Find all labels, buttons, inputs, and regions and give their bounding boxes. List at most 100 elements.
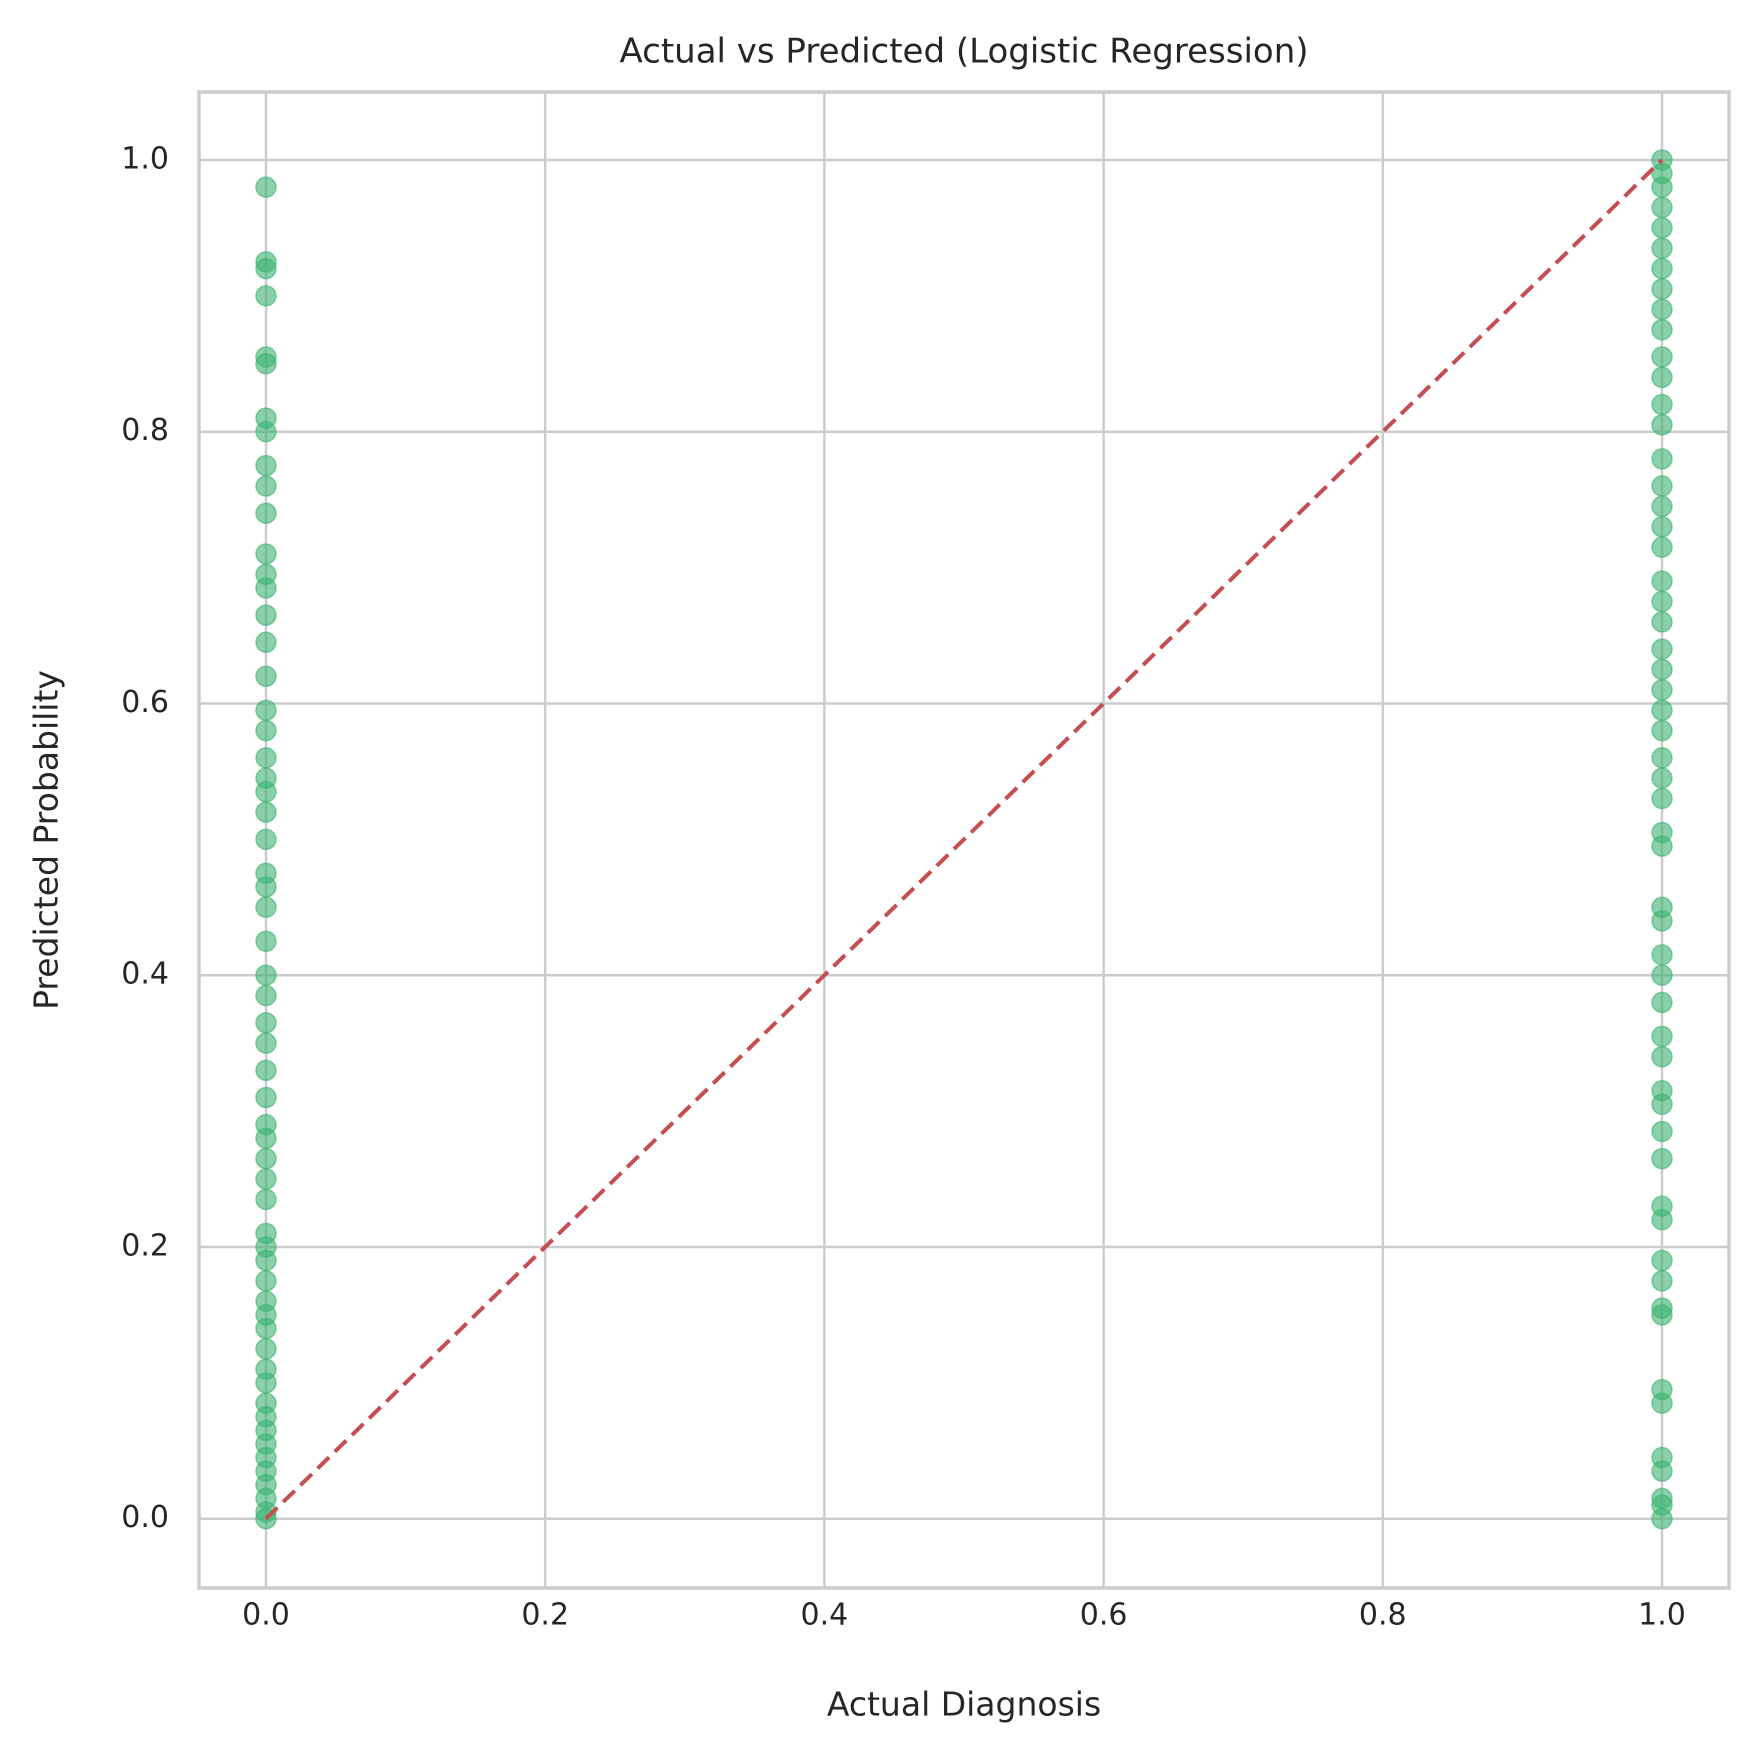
x-axis-label: Actual Diagnosis — [827, 1685, 1101, 1724]
point — [255, 475, 277, 497]
point — [255, 801, 277, 823]
point — [1651, 835, 1673, 857]
point — [255, 896, 277, 919]
point — [1651, 366, 1673, 389]
point — [255, 781, 277, 803]
point — [1651, 1120, 1673, 1143]
point — [255, 719, 277, 742]
point — [1651, 448, 1673, 470]
point — [1651, 346, 1673, 368]
point — [255, 1372, 277, 1394]
point — [1651, 590, 1673, 613]
x-tick-label: 0.4 — [801, 1598, 849, 1633]
point — [1651, 1249, 1673, 1272]
point — [1651, 1045, 1673, 1068]
y-tick-label: 0.0 — [121, 1500, 169, 1535]
point — [255, 454, 277, 477]
point — [1651, 298, 1673, 321]
point — [1651, 638, 1673, 660]
point — [1651, 257, 1673, 280]
point — [1651, 495, 1673, 518]
point — [255, 747, 277, 769]
x-tick-label: 1.0 — [1638, 1598, 1686, 1633]
point — [255, 257, 277, 280]
point — [255, 665, 277, 688]
point — [1651, 1392, 1673, 1414]
point — [1651, 414, 1673, 436]
point — [1651, 176, 1673, 198]
point — [1651, 787, 1673, 810]
point — [255, 1127, 277, 1149]
point — [255, 1270, 277, 1292]
point — [255, 1012, 277, 1034]
point — [255, 930, 277, 952]
point — [255, 176, 277, 198]
reference-line — [264, 158, 1664, 1521]
point — [255, 1249, 277, 1272]
point — [255, 604, 277, 626]
point — [1651, 658, 1673, 681]
point — [255, 1059, 277, 1082]
point — [255, 543, 277, 565]
point — [1651, 1025, 1673, 1048]
point — [255, 984, 277, 1007]
point — [1651, 516, 1673, 538]
point — [1651, 944, 1673, 966]
point — [1651, 699, 1673, 721]
point — [1651, 991, 1673, 1014]
point — [1651, 536, 1673, 558]
point — [255, 1168, 277, 1190]
x-tick-label: 0.8 — [1359, 1598, 1407, 1633]
chart-title: Actual vs Predicted (Logistic Regression… — [619, 32, 1308, 72]
point — [255, 420, 277, 443]
point — [1651, 217, 1673, 239]
point — [1651, 1270, 1673, 1292]
plot-frame — [197, 90, 1731, 1590]
point — [255, 1338, 277, 1360]
point — [255, 577, 277, 599]
point — [1651, 1209, 1673, 1231]
point — [1651, 393, 1673, 416]
point — [1651, 278, 1673, 300]
point — [1651, 237, 1673, 260]
point — [1651, 196, 1673, 219]
point — [1651, 1507, 1673, 1530]
x-tick-label: 0.2 — [521, 1598, 569, 1633]
point — [255, 1317, 277, 1340]
point — [1651, 475, 1673, 497]
y-tick-label: 0.8 — [121, 413, 169, 448]
point — [1651, 1147, 1673, 1170]
point — [255, 1032, 277, 1054]
point — [1651, 319, 1673, 341]
point — [255, 1188, 277, 1211]
point — [255, 828, 277, 851]
point — [255, 876, 277, 898]
point — [1651, 719, 1673, 742]
point — [1651, 1304, 1673, 1326]
point — [1651, 1460, 1673, 1482]
point — [1651, 910, 1673, 932]
y-tick-label: 1.0 — [121, 141, 169, 176]
y-axis-label: Predicted Probability — [27, 670, 66, 1010]
point — [1651, 964, 1673, 986]
point — [255, 964, 277, 986]
point — [1651, 679, 1673, 701]
x-tick-label: 0.0 — [242, 1598, 290, 1633]
point — [255, 285, 277, 307]
y-tick-label: 0.4 — [121, 957, 169, 992]
point — [255, 699, 277, 721]
point — [1651, 570, 1673, 592]
point — [255, 1147, 277, 1170]
x-tick-label: 0.6 — [1080, 1598, 1128, 1633]
y-tick-label: 0.6 — [121, 685, 169, 720]
point — [255, 631, 277, 654]
point — [255, 353, 277, 375]
point — [1651, 747, 1673, 769]
point — [1651, 611, 1673, 633]
point — [255, 502, 277, 524]
y-tick-label: 0.2 — [121, 1228, 169, 1263]
point — [1651, 767, 1673, 789]
point — [255, 1086, 277, 1109]
